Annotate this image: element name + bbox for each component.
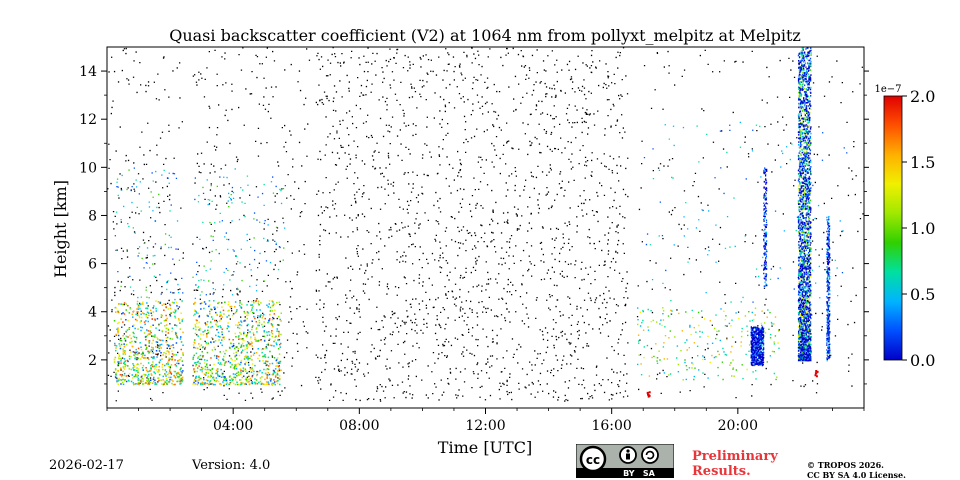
y-tick-label: 14: [79, 64, 97, 80]
colored-speckle: [114, 47, 848, 385]
colored-speckle: [114, 50, 844, 386]
x-tick-label: 20:00: [718, 418, 758, 434]
colored-speckle: [646, 370, 819, 398]
colorbar-tick-label: 1.0: [910, 219, 935, 238]
svg-text:cc: cc: [586, 453, 600, 467]
y-tick-label: 12: [79, 112, 97, 128]
colorbar-tick-label: 2.0: [910, 87, 935, 106]
colorbar-tick-label: 0.5: [910, 285, 935, 304]
cc-icon: [579, 445, 607, 473]
preliminary-line1: Preliminary: [692, 449, 778, 464]
copyright-notice: © TROPOS 2026. CC BY SA 4.0 License.: [807, 460, 906, 480]
plot-frame: [106, 46, 865, 409]
x-tick-label: 04:00: [213, 418, 253, 434]
noise-speckle: [107, 47, 864, 402]
colorbar-tick-label: 0.0: [910, 351, 935, 370]
chart-title: Quasi backscatter coefficient (V2) at 10…: [169, 26, 801, 45]
colorbar: 1e−7 0.0 0.5 1.0 1.5 2.0: [874, 84, 935, 370]
y-tick-label: 8: [88, 208, 97, 224]
y-tick-label: 10: [79, 160, 97, 176]
heatmap-data: [107, 47, 864, 402]
colored-speckle: [114, 300, 777, 386]
colored-speckle: [115, 47, 839, 386]
colorbar-ticks: 0.0 0.5 1.0 1.5 2.0: [902, 87, 935, 370]
y-axis-label: Height [km]: [51, 180, 70, 278]
x-tick-label: 12:00: [465, 418, 505, 434]
colored-speckle: [750, 47, 831, 367]
y-tick-label: 2: [88, 353, 97, 369]
sa-icon: [641, 446, 659, 464]
colorbar-gradient: [883, 95, 903, 361]
preliminary-notice: Preliminary Results.: [692, 449, 778, 479]
x-axis: 04:00 08:00 12:00 16:00 20:00: [106, 408, 865, 434]
colorbar-exponent: 1e−7: [874, 84, 901, 95]
x-axis-label: Time [UTC]: [438, 438, 532, 457]
x-tick-label: 08:00: [339, 418, 379, 434]
cc-license-badge: cc BY SA: [576, 444, 674, 478]
copyright-line2: CC BY SA 4.0 License.: [807, 470, 906, 480]
y-tick-label: 4: [88, 305, 97, 321]
x-tick-label: 16:00: [591, 418, 631, 434]
footer-date: 2026-02-17: [49, 458, 124, 473]
y-axis: 2 4 6 8 10 12 14: [79, 64, 869, 385]
y-tick-label: 6: [88, 257, 97, 273]
badge-label: BY SA: [623, 469, 656, 478]
colored-speckle: [113, 51, 812, 386]
footer-version: Version: 4.0: [192, 458, 271, 473]
preliminary-line2: Results.: [692, 464, 751, 479]
colorbar-tick-label: 1.5: [910, 153, 935, 172]
copyright-line1: © TROPOS 2026.: [807, 460, 884, 470]
